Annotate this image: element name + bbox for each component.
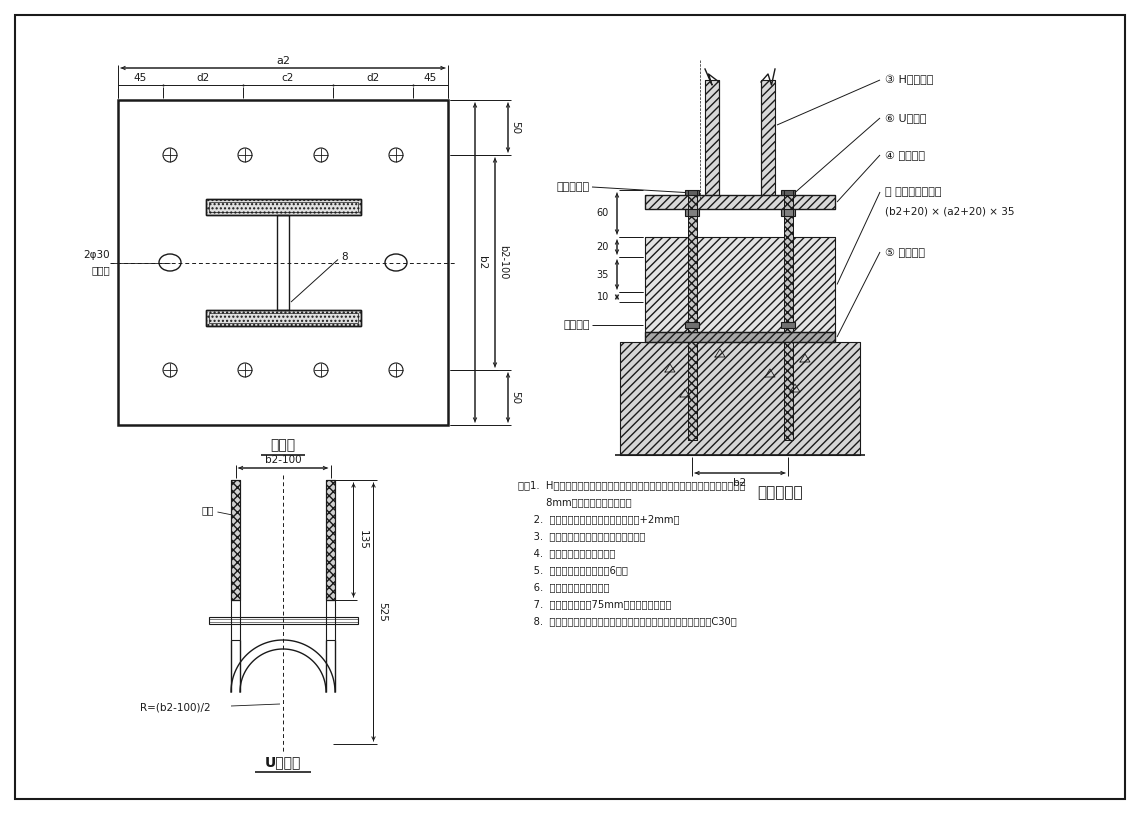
Bar <box>705 80 719 195</box>
Bar <box>687 342 697 440</box>
Bar <box>687 190 697 216</box>
Text: R=(b2-100)/2: R=(b2-100)/2 <box>140 702 211 712</box>
Bar <box>781 190 795 195</box>
Text: 4.  螺栓、螺母为成套产品。: 4. 螺栓、螺母为成套产品。 <box>518 548 616 558</box>
Bar <box>231 480 241 600</box>
Bar <box>781 209 795 216</box>
Text: 2.  鑰底板螺栓孔直径为预埋螺栓直径+2mm。: 2. 鑰底板螺栓孔直径为预埋螺栓直径+2mm。 <box>518 514 679 524</box>
Bar <box>209 616 358 624</box>
Bar <box>687 209 697 332</box>
Text: d2: d2 <box>366 73 380 83</box>
Text: b2: b2 <box>477 256 487 269</box>
Polygon shape <box>645 237 834 332</box>
Bar <box>762 80 775 195</box>
Bar <box>685 190 699 195</box>
Bar <box>783 190 792 216</box>
Polygon shape <box>645 332 834 342</box>
Text: 525: 525 <box>377 602 388 622</box>
Text: 7.  路基声屏障上部75mm厚素混凝土不设。: 7. 路基声屏障上部75mm厚素混凝土不设。 <box>518 599 671 609</box>
Bar <box>326 480 335 600</box>
Bar <box>205 310 360 326</box>
Text: ⑤ 预埋鑰板: ⑤ 预埋鑰板 <box>885 247 925 257</box>
Text: ③ H型鑰立柱: ③ H型鑰立柱 <box>885 75 934 85</box>
Polygon shape <box>620 342 860 455</box>
Bar <box>687 209 697 332</box>
Text: 3.  预埋螺栓外露部分应进行防腐处理。: 3. 预埋螺栓外露部分应进行防腐处理。 <box>518 531 645 541</box>
Bar <box>687 342 697 440</box>
Text: 螺紋: 螺紋 <box>201 505 213 515</box>
Text: ④ 立柱底板: ④ 立柱底板 <box>885 150 925 160</box>
Text: 基础安装图: 基础安装图 <box>757 485 803 501</box>
Text: 45: 45 <box>424 73 437 83</box>
Bar <box>205 199 360 215</box>
Text: b2: b2 <box>733 478 747 488</box>
Bar <box>277 215 290 310</box>
Text: 8: 8 <box>342 252 349 262</box>
Text: ⑱弹性坤圈: ⑱弹性坤圈 <box>556 182 591 192</box>
Bar <box>781 322 795 328</box>
Bar <box>685 322 699 328</box>
Text: 35: 35 <box>596 269 609 279</box>
Text: 20: 20 <box>596 242 609 252</box>
Bar <box>645 332 834 342</box>
Text: 10: 10 <box>596 292 609 302</box>
Text: 灌浆孔: 灌浆孔 <box>91 265 109 275</box>
Text: 50: 50 <box>510 391 520 404</box>
Bar <box>783 342 792 440</box>
Bar <box>205 199 360 215</box>
Bar <box>685 209 699 216</box>
Text: 50: 50 <box>510 121 520 134</box>
Bar <box>205 310 360 326</box>
Text: c2: c2 <box>282 73 294 83</box>
Bar <box>783 342 792 440</box>
Bar <box>326 480 335 600</box>
Bar <box>687 190 697 216</box>
Bar <box>119 100 448 425</box>
Bar <box>783 209 792 332</box>
Bar <box>209 313 358 323</box>
Text: b2-100: b2-100 <box>264 455 301 465</box>
Polygon shape <box>762 80 775 195</box>
Bar <box>620 342 860 455</box>
Text: 2φ30: 2φ30 <box>83 250 109 260</box>
Text: a2: a2 <box>276 56 290 66</box>
Bar <box>645 237 834 332</box>
Bar <box>231 600 241 640</box>
Text: U型螺栓: U型螺栓 <box>264 755 301 769</box>
Text: 鑰底板: 鑰底板 <box>270 438 295 452</box>
Text: ⑱ 后浇重力式沙浆: ⑱ 后浇重力式沙浆 <box>885 187 942 197</box>
Text: ⑰薄螺母: ⑰薄螺母 <box>563 320 591 330</box>
Text: ⑥ U型螺栓: ⑥ U型螺栓 <box>885 113 927 123</box>
Bar <box>326 600 335 640</box>
Text: (b2+20) × (a2+20) × 35: (b2+20) × (a2+20) × 35 <box>885 207 1015 217</box>
Text: d2: d2 <box>196 73 210 83</box>
Text: 45: 45 <box>133 73 147 83</box>
Text: 8.  声屏障基础由选用者另行设计，基础混凝土强度等级应不低于C30。: 8. 声屏障基础由选用者另行设计，基础混凝土强度等级应不低于C30。 <box>518 616 736 626</box>
Bar <box>783 190 792 216</box>
Bar <box>231 480 241 600</box>
Polygon shape <box>645 195 834 209</box>
Text: 8mm，要求在工厂内完成。: 8mm，要求在工厂内完成。 <box>518 497 632 507</box>
Text: 60: 60 <box>596 208 609 218</box>
Text: 135: 135 <box>358 530 367 550</box>
Text: b2-100: b2-100 <box>498 245 508 280</box>
Text: 注：1.  H型鑰与鑰底板采用焊接连接，采用直角焊缝，四周满焊，焊缝高度不小于: 注：1. H型鑰与鑰底板采用焊接连接，采用直角焊缝，四周满焊，焊缝高度不小于 <box>518 480 746 490</box>
Text: 5.  螺紋的加工精度等级为6级。: 5. 螺紋的加工精度等级为6级。 <box>518 565 628 575</box>
Bar <box>645 195 834 209</box>
Bar <box>209 202 358 212</box>
Bar <box>783 209 792 332</box>
Polygon shape <box>705 80 719 195</box>
Text: 6.  高强螺栓要求见前页。: 6. 高强螺栓要求见前页。 <box>518 582 610 592</box>
